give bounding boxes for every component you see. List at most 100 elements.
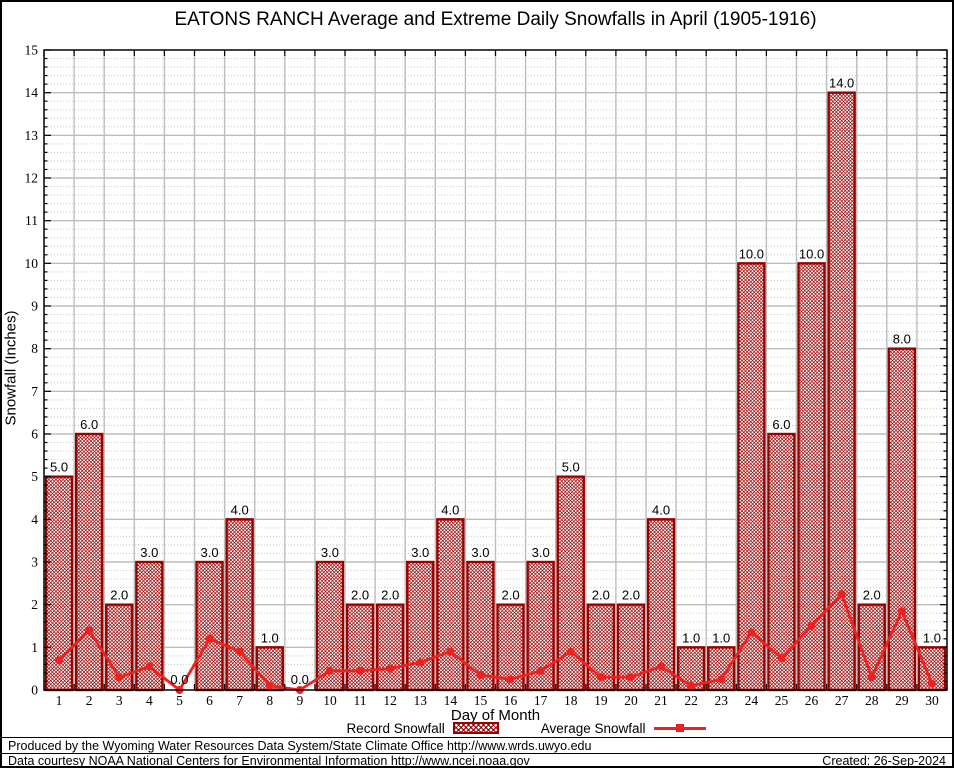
bar-value-label-day-30: 1.0 xyxy=(923,630,941,645)
svg-text:29: 29 xyxy=(895,693,909,708)
svg-text:24: 24 xyxy=(745,693,759,708)
record-bar-day-24 xyxy=(737,262,766,692)
average-point-day-2 xyxy=(85,626,94,635)
average-point-day-22 xyxy=(687,681,696,690)
average-point-day-15 xyxy=(476,671,485,680)
svg-text:4: 4 xyxy=(31,512,38,527)
x-tick-labels: 1 2 3 4 5 6 7 8 9 10 11 12 13 14 15 16 17 18 19 20 21 22 23 24 2… xyxy=(56,693,939,708)
average-snowfall-line xyxy=(57,592,934,692)
bar-value-label-day-11: 2.0 xyxy=(351,588,369,603)
bar-value-label-day-8: 1.0 xyxy=(261,630,279,645)
average-point-day-29 xyxy=(897,607,906,616)
average-point-day-21 xyxy=(657,662,666,671)
footer-producer: Produced by the Wyoming Water Resources … xyxy=(8,739,592,753)
footer-courtesy-text: Data courtesy NOAA National Centers for … xyxy=(8,754,530,768)
record-snowfall-swatch xyxy=(452,722,499,734)
bar-value-label-day-18: 5.0 xyxy=(562,460,580,475)
svg-text:3: 3 xyxy=(116,693,123,708)
average-point-day-19 xyxy=(596,673,605,682)
x-axis-title: Day of Month xyxy=(450,707,541,724)
bar-value-labels: 5.0 6.0 2.0 3.0 0.0 3.0 4.0 1.0 0.0 3.0 2.0 2.0 3.0 4… xyxy=(50,76,941,687)
created-date: Created: 26-Sep-2024 xyxy=(822,754,946,768)
average-point-day-20 xyxy=(626,673,635,682)
svg-text:2: 2 xyxy=(31,597,38,612)
record-bar-day-26 xyxy=(797,262,826,692)
svg-text:17: 17 xyxy=(534,693,548,708)
svg-text:6: 6 xyxy=(206,693,213,708)
bar-value-label-day-1: 5.0 xyxy=(50,460,68,475)
svg-text:11: 11 xyxy=(354,693,367,708)
svg-text:5: 5 xyxy=(176,693,183,708)
svg-text:30: 30 xyxy=(925,693,939,708)
record-bar-day-14 xyxy=(436,518,465,692)
average-point-day-8 xyxy=(265,681,274,690)
svg-text:4: 4 xyxy=(146,693,153,708)
bar-value-label-day-10: 3.0 xyxy=(321,545,339,560)
average-snowfall-points xyxy=(55,590,936,694)
svg-text:15: 15 xyxy=(25,43,39,58)
legend-average-label: Average Snowfall xyxy=(540,720,646,736)
svg-text:13: 13 xyxy=(414,693,428,708)
svg-text:9: 9 xyxy=(31,299,38,314)
line-marker-icon xyxy=(675,724,684,732)
svg-text:14: 14 xyxy=(444,693,458,708)
bar-value-label-day-7: 4.0 xyxy=(231,502,249,517)
svg-text:7: 7 xyxy=(236,693,243,708)
average-point-day-26 xyxy=(807,622,816,630)
record-bar-day-7 xyxy=(225,518,254,692)
bar-value-label-day-9: 0.0 xyxy=(291,672,309,687)
legend: Record Snowfall Average Snowfall xyxy=(98,720,954,736)
bar-value-label-day-25: 6.0 xyxy=(772,417,790,432)
svg-text:1: 1 xyxy=(31,640,38,655)
grid-major xyxy=(45,51,946,689)
plot-area: 5.0 6.0 2.0 3.0 0.0 3.0 4.0 1.0 0.0 3.0 2.0 2.0 3.0 4… xyxy=(25,43,948,708)
svg-text:1: 1 xyxy=(56,693,63,708)
svg-text:25: 25 xyxy=(775,693,789,708)
divider xyxy=(0,737,954,738)
bar-value-label-day-17: 3.0 xyxy=(532,545,550,560)
legend-record-label: Record Snowfall xyxy=(346,720,445,736)
svg-text:3: 3 xyxy=(31,555,38,570)
svg-text:23: 23 xyxy=(715,693,729,708)
average-point-day-1 xyxy=(55,656,64,665)
legend-item-average: Average Snowfall xyxy=(541,721,706,736)
bar-value-label-day-4: 3.0 xyxy=(140,545,158,560)
svg-text:21: 21 xyxy=(654,693,668,708)
bar-value-label-day-2: 6.0 xyxy=(80,417,98,432)
svg-text:14: 14 xyxy=(25,85,39,100)
average-point-day-18 xyxy=(566,647,575,656)
average-point-day-30 xyxy=(927,679,936,688)
record-bar-day-25 xyxy=(767,432,796,692)
record-bar-day-23 xyxy=(707,646,736,692)
svg-text:20: 20 xyxy=(624,693,638,708)
svg-text:6: 6 xyxy=(31,427,38,442)
average-point-day-25 xyxy=(777,654,786,662)
bar-value-label-day-14: 4.0 xyxy=(441,502,459,517)
bar-value-label-day-22: 1.0 xyxy=(682,630,700,645)
svg-text:19: 19 xyxy=(594,693,608,708)
average-point-day-14 xyxy=(446,647,455,656)
record-bar-day-15 xyxy=(466,560,495,692)
average-point-day-3 xyxy=(115,673,124,682)
average-point-day-7 xyxy=(235,647,244,656)
svg-text:0: 0 xyxy=(31,683,38,698)
bar-value-label-day-19: 2.0 xyxy=(592,588,610,603)
svg-text:8: 8 xyxy=(31,341,38,356)
average-point-day-28 xyxy=(867,673,876,682)
svg-text:27: 27 xyxy=(835,693,849,708)
svg-text:22: 22 xyxy=(684,693,698,708)
svg-text:28: 28 xyxy=(865,693,879,708)
bar-value-label-day-23: 1.0 xyxy=(712,630,730,645)
svg-text:10: 10 xyxy=(25,256,39,271)
divider xyxy=(0,753,954,754)
record-bar-day-21 xyxy=(646,518,676,692)
bar-value-label-day-12: 2.0 xyxy=(381,588,399,603)
average-point-day-24 xyxy=(747,628,756,637)
legend-item-record: Record Snowfall xyxy=(346,720,499,736)
chart-title: EATONS RANCH Average and Extreme Daily S… xyxy=(174,9,817,30)
bar-value-label-day-29: 8.0 xyxy=(893,332,911,347)
svg-text:18: 18 xyxy=(564,693,578,708)
svg-text:13: 13 xyxy=(25,128,39,143)
bar-value-label-day-26: 10.0 xyxy=(799,246,824,261)
record-bar-day-11 xyxy=(345,603,375,692)
